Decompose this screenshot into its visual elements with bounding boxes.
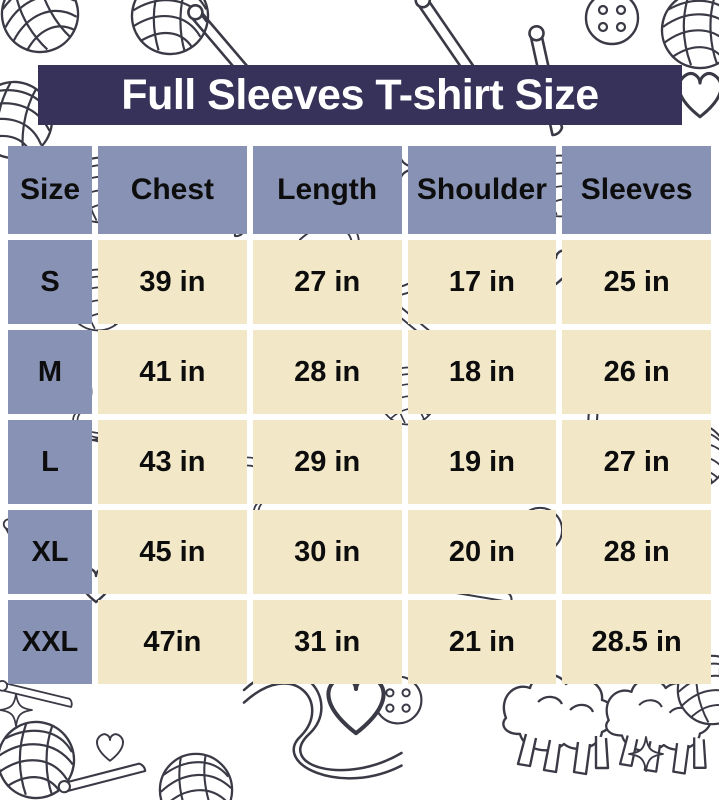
size-label: XL xyxy=(8,510,92,594)
table-row: XL 45 in 30 in 20 in 28 in xyxy=(8,510,711,594)
table-row: XXL 47in 31 in 21 in 28.5 in xyxy=(8,600,711,684)
size-label: M xyxy=(8,330,92,414)
size-label: L xyxy=(8,420,92,504)
length-value: 28 in xyxy=(252,330,402,414)
size-label: S xyxy=(8,240,92,324)
sleeves-value: 28 in xyxy=(562,510,711,594)
column-header-chest: Chest xyxy=(98,146,247,234)
shoulder-value: 19 in xyxy=(407,420,557,504)
length-value: 29 in xyxy=(252,420,402,504)
title-banner: Full Sleeves T-shirt Size xyxy=(38,65,682,125)
sleeves-value: 27 in xyxy=(562,420,711,504)
sleeves-value: 26 in xyxy=(562,330,711,414)
shoulder-value: 21 in xyxy=(407,600,557,684)
table-row: M 41 in 28 in 18 in 26 in xyxy=(8,330,711,414)
table-row: L 43 in 29 in 19 in 27 in xyxy=(8,420,711,504)
page-title: Full Sleeves T-shirt Size xyxy=(121,70,599,119)
shoulder-value: 20 in xyxy=(407,510,557,594)
column-header-shoulder: Shoulder xyxy=(407,146,557,234)
shoulder-value: 17 in xyxy=(407,240,557,324)
length-value: 31 in xyxy=(252,600,402,684)
table-header-row: Size Chest Length Shoulder Sleeves xyxy=(8,146,711,234)
length-value: 30 in xyxy=(252,510,402,594)
chest-value: 41 in xyxy=(98,330,247,414)
sleeves-value: 28.5 in xyxy=(562,600,711,684)
chest-value: 39 in xyxy=(98,240,247,324)
sleeves-value: 25 in xyxy=(562,240,711,324)
shoulder-value: 18 in xyxy=(407,330,557,414)
chest-value: 47in xyxy=(98,600,247,684)
chest-value: 45 in xyxy=(98,510,247,594)
table-row: S 39 in 27 in 17 in 25 in xyxy=(8,240,711,324)
length-value: 27 in xyxy=(252,240,402,324)
size-label: XXL xyxy=(8,600,92,684)
chest-value: 43 in xyxy=(98,420,247,504)
column-header-size: Size xyxy=(8,146,92,234)
column-header-sleeves: Sleeves xyxy=(562,146,711,234)
size-chart-table: Size Chest Length Shoulder Sleeves S 39 … xyxy=(8,146,711,684)
column-header-length: Length xyxy=(252,146,402,234)
